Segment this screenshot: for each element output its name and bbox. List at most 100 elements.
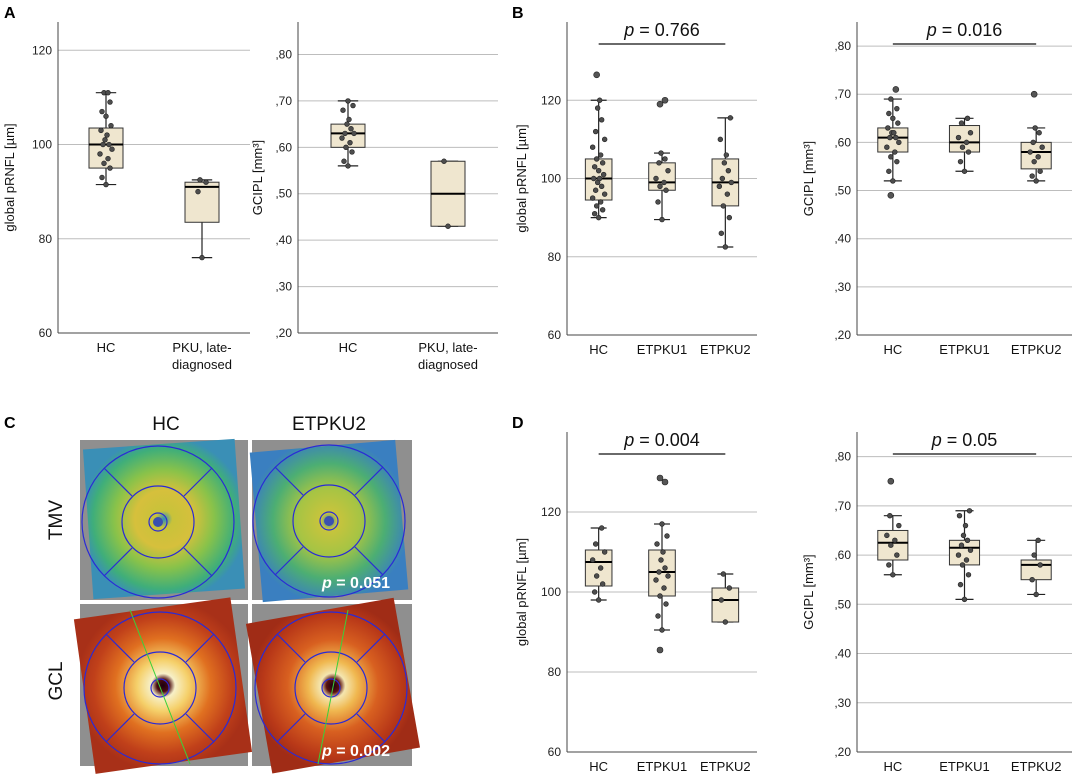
x-category-label: ETPKU2 <box>1011 342 1062 357</box>
data-point <box>339 135 345 141</box>
map-col-label-etpku2: ETPKU2 <box>292 414 366 435</box>
map-row-label-tmv: TMV <box>46 500 67 540</box>
data-point <box>599 581 606 587</box>
box-group <box>1020 537 1052 598</box>
data-point <box>1035 154 1041 160</box>
data-point <box>658 150 664 156</box>
data-point <box>887 134 893 141</box>
data-point <box>662 565 668 571</box>
data-point <box>105 155 111 162</box>
box-group <box>330 98 366 169</box>
y-tick-label: ,80 <box>275 47 292 61</box>
y-tick-label: ,20 <box>834 328 851 342</box>
data-point <box>203 179 209 185</box>
y-tick-label: ,30 <box>834 280 851 294</box>
data-point <box>1033 591 1039 598</box>
y-tick-label: 80 <box>548 665 562 679</box>
data-point <box>659 216 665 223</box>
data-point <box>593 573 600 579</box>
data-point <box>962 522 969 529</box>
y-tick-label: ,40 <box>275 233 292 247</box>
y-axis-label: global pRNFL [µm] <box>514 538 529 646</box>
y-tick-label: ,30 <box>834 696 851 710</box>
data-point <box>595 214 602 221</box>
data-point <box>341 158 347 164</box>
data-point <box>717 136 724 143</box>
data-point <box>103 181 109 188</box>
data-point <box>664 533 670 539</box>
data-point <box>725 167 732 174</box>
data-point <box>722 619 729 625</box>
x-category-label: HC <box>883 342 902 357</box>
box-group <box>184 177 220 261</box>
map-col-label-hc: HC <box>152 414 179 435</box>
box-group <box>877 477 909 578</box>
data-point <box>100 141 106 148</box>
outlier-point <box>593 71 600 79</box>
data-point <box>1037 168 1043 174</box>
p-value-label: p = 0.766 <box>623 20 700 40</box>
data-point <box>598 525 605 531</box>
y-tick-label: ,70 <box>834 499 851 513</box>
y-tick-label: 100 <box>32 138 52 152</box>
data-point <box>105 89 111 96</box>
data-point <box>103 113 109 119</box>
x-category-label: HC <box>97 340 116 355</box>
data-point <box>728 179 735 186</box>
outlier-point <box>661 478 669 486</box>
data-point <box>961 168 968 174</box>
data-point <box>99 174 105 181</box>
data-point <box>592 187 599 193</box>
data-point <box>720 571 727 577</box>
data-point <box>591 589 598 595</box>
y-axis-label: global pRNFL [µm] <box>2 123 17 231</box>
data-point <box>657 593 663 599</box>
data-point <box>661 179 667 186</box>
data-point <box>344 121 350 127</box>
y-tick-label: ,30 <box>275 280 292 294</box>
data-point <box>1031 552 1037 558</box>
box-group <box>711 571 740 625</box>
data-point <box>349 149 355 155</box>
data-point <box>894 158 900 165</box>
data-point <box>723 152 730 158</box>
data-point <box>726 585 733 591</box>
data-point <box>654 541 660 547</box>
data-point <box>657 183 663 190</box>
panel-letter-a: A <box>4 5 16 22</box>
data-point <box>199 254 205 261</box>
outlier-point <box>1030 90 1038 98</box>
data-point <box>959 562 966 568</box>
y-tick-label: 60 <box>548 328 562 342</box>
data-point <box>342 130 348 137</box>
y-tick-label: 120 <box>541 505 561 519</box>
y-tick-label: ,60 <box>834 548 851 562</box>
data-point <box>892 149 898 155</box>
data-point <box>663 601 669 607</box>
data-point <box>350 102 356 109</box>
data-point <box>964 115 971 122</box>
data-point <box>884 144 890 150</box>
data-point <box>345 163 351 169</box>
p-value-label: p = 0.05 <box>931 430 998 450</box>
y-tick-label: 80 <box>548 250 562 264</box>
x-category-label: HC <box>589 342 608 357</box>
x-category-label: HC <box>589 759 608 774</box>
data-point <box>960 532 967 539</box>
data-point <box>963 139 970 146</box>
data-point <box>107 99 113 105</box>
map-gcl-etpku2: p = 0.002 <box>245 597 421 774</box>
box-group <box>584 71 613 221</box>
data-point <box>1032 125 1038 131</box>
data-point <box>716 183 723 190</box>
data-point <box>590 175 597 182</box>
y-tick-label: 60 <box>548 745 562 759</box>
y-tick-label: ,60 <box>834 135 851 149</box>
chart-a-gcipl: ,20 ,30 ,40 ,50 ,60 ,70 ,80 GCIPL [mm³] HC PKU, l… <box>250 22 498 372</box>
data-point <box>961 596 968 603</box>
data-point <box>195 188 201 195</box>
y-tick-label: ,50 <box>834 184 851 198</box>
data-point <box>348 126 354 132</box>
data-point <box>655 613 661 619</box>
y-tick-label: ,40 <box>834 232 851 246</box>
